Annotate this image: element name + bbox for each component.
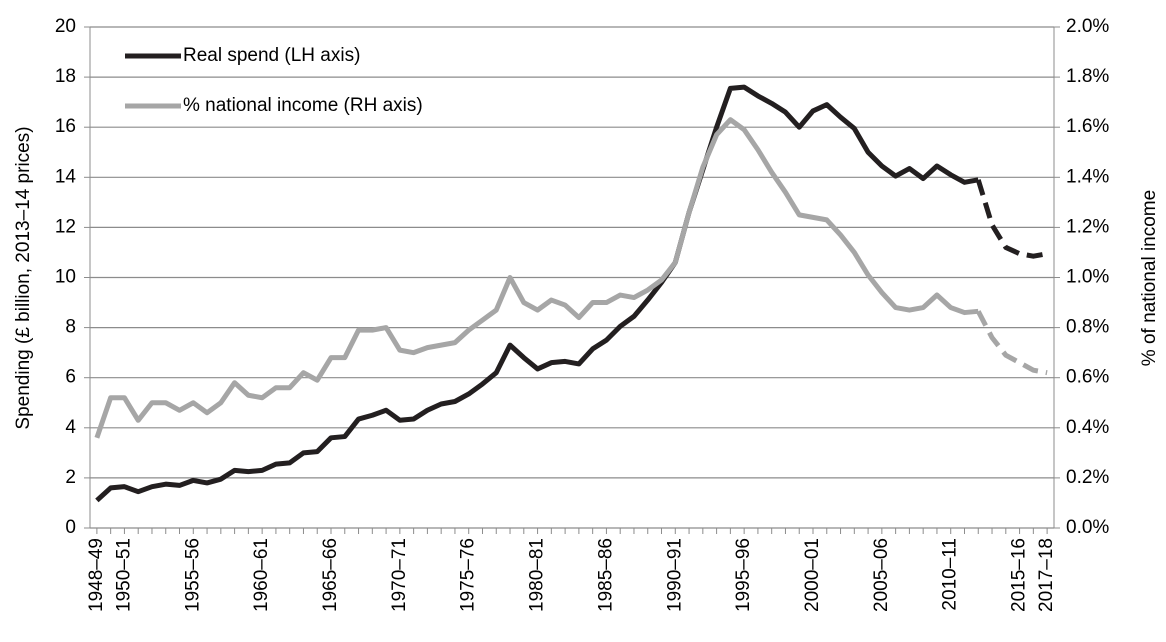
y-axis-label: Spending (£ billion, 2013–14 prices): [13, 126, 34, 429]
y2-tick-label: 0.6%: [1066, 367, 1109, 388]
y-tick-label: 20: [55, 16, 76, 37]
x-tick-label: 1948–49: [86, 538, 107, 612]
y2-tick-label: 0.8%: [1066, 317, 1109, 338]
x-tick-label: 2005–06: [871, 538, 892, 612]
legend-label: % national income (RH axis): [183, 95, 423, 116]
series-line: [95, 84, 979, 503]
y2-tick-label: 1.0%: [1066, 267, 1109, 288]
y-tick-label: 10: [55, 267, 76, 288]
x-tick-label: 1950–51: [113, 538, 134, 612]
y-tick-label: 8: [65, 317, 76, 338]
x-tick-label: 1990–91: [664, 538, 685, 612]
y2-tick-label: 1.6%: [1066, 116, 1109, 137]
x-tick-label: 1980–81: [527, 538, 548, 612]
y2-tick-label: 0.4%: [1066, 417, 1109, 438]
x-tick-label: 2015–16: [1009, 538, 1030, 612]
x-tick-label: 1965–66: [320, 538, 341, 612]
x-tick-label: 2010–11: [940, 538, 961, 611]
x-tick-label: 2017–18: [1036, 538, 1057, 612]
x-tick-label: 1960–61: [251, 538, 272, 612]
legend-label: Real spend (LH axis): [183, 45, 360, 66]
y2-tick-label: 0.0%: [1066, 517, 1109, 538]
y-tick-label: 6: [65, 367, 76, 388]
y-tick-label: 4: [65, 417, 76, 438]
x-tick-label: 1975–76: [458, 538, 479, 612]
y-tick-label: 0: [65, 517, 76, 538]
y-tick-label: 14: [55, 166, 77, 187]
y-tick-label: 2: [65, 467, 76, 488]
x-tick-label: 1955–56: [182, 538, 203, 612]
y-tick-label: 12: [55, 216, 76, 237]
x-tick-label: 1985–86: [595, 538, 616, 612]
series-line: [94, 117, 979, 439]
x-tick-label: 1970–71: [389, 538, 410, 612]
y2-tick-label: 1.8%: [1066, 66, 1109, 87]
y2-tick-label: 0.2%: [1066, 467, 1109, 488]
y-tick-label: 18: [55, 66, 76, 87]
x-tick-label: 2000–01: [802, 538, 823, 612]
y2-axis-label: % of national income: [1139, 190, 1160, 366]
y2-tick-label: 2.0%: [1066, 16, 1109, 37]
y-tick-label: 16: [55, 116, 76, 137]
series-line-dashed: [975, 179, 1048, 259]
x-tick-label: 1995–96: [733, 538, 754, 612]
y2-tick-label: 1.2%: [1066, 216, 1109, 237]
y2-tick-label: 1.4%: [1066, 166, 1109, 187]
series-line-dashed: [976, 310, 1048, 376]
